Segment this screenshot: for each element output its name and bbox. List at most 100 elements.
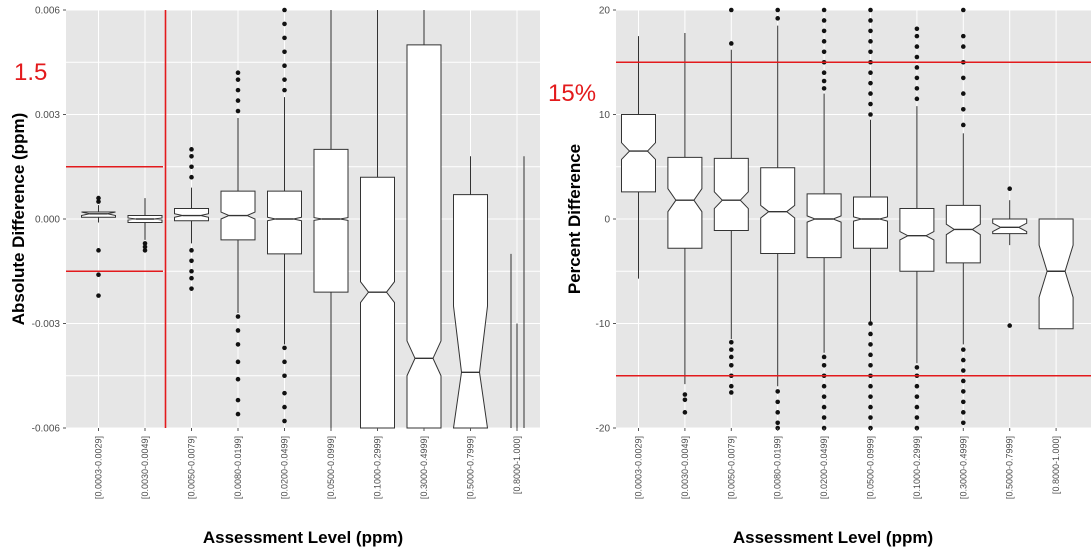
outlier-point [821,78,827,84]
outlier-point [914,86,920,91]
outlier-point [282,77,287,82]
box-7 [899,26,935,431]
outlier-point [914,75,920,81]
outlier-point [961,7,966,13]
x-category-label: [0.0080-0.0199] [773,436,783,499]
notched-box [806,193,842,259]
x-category-label: [0.8000-1.000] [1051,436,1061,494]
outlier-point [729,7,734,13]
x-category-label: [0.0050-0.0079] [726,436,736,499]
outlier-point [868,331,873,337]
outlier-point [961,44,966,49]
outlier-point [282,49,287,55]
y-tick-label: 10 [599,110,611,121]
outlier-point [282,345,287,351]
outlier-point [235,98,241,103]
x-category-label: [0.0200-0.0499] [819,436,829,499]
outlier-point [961,420,966,426]
box-1 [621,36,656,279]
y-axis-title: Absolute Difference (ppm) [9,113,28,326]
x-axis-title: Assessment Level (ppm) [203,528,403,547]
outlier-point [821,354,827,360]
notched-box [313,148,349,293]
box-4 [760,7,796,431]
outlier-point [821,363,827,368]
outlier-point [189,275,194,281]
outlier-point [282,418,287,424]
outlier-point [868,404,873,410]
outlier-point [914,365,920,370]
box-3 [713,7,749,395]
outlier-point [235,397,241,403]
x-category-label: [0.5000-0.7999] [1005,436,1015,499]
outlier-point [821,28,827,34]
outlier-point [961,106,966,112]
notched-box [621,114,656,193]
outlier-point [775,7,780,13]
outlier-point [142,244,148,250]
outlier-point [189,258,194,264]
outlier-point [961,399,966,405]
percent-difference-panel: -20 -10 0 10 20 [0.0003-0.0029] [0.0030-0.0049… [548,6,1091,547]
outlier-point [682,410,688,415]
outlier-point [868,383,873,389]
outlier-point [142,241,148,246]
outlier-point [775,420,780,426]
outlier-point [914,65,920,70]
outlier-point [775,399,780,405]
notched-box [713,157,749,231]
x-category-label: [0.0050-0.0079] [187,436,197,499]
box-8 [945,7,981,426]
outlier-point [189,268,194,274]
notched-box [992,218,1028,235]
box-6 [313,10,349,428]
outlier-point [1007,186,1012,191]
outlier-point [235,328,241,333]
outlier-point [189,286,194,291]
box-7 [360,10,395,429]
outlier-point [96,248,101,253]
x-category-label: [0.3000-0.4999] [419,436,429,499]
notched-box [452,194,489,429]
outlier-point [961,368,966,373]
outlier-point [729,347,734,352]
outlier-point [235,87,241,93]
outlier-point [729,354,734,360]
outlier-point [282,390,287,396]
box-9 [992,186,1028,328]
outlier-point [96,293,101,298]
outlier-point [868,342,873,347]
x-category-label: [0.0500-0.0999] [326,436,336,499]
x-category-label: [0.5000-0.7999] [466,436,476,499]
y-tick-label: -20 [596,424,611,435]
outlier-point [282,21,287,27]
outlier-point [282,63,287,69]
outlier-point [961,347,966,352]
outlier-point [868,363,873,368]
outlier-point [1007,323,1012,328]
outlier-point [821,7,827,13]
outlier-point [914,26,920,32]
outlier-point [868,18,873,23]
outlier-point [914,44,920,49]
outlier-point [961,91,966,96]
outlier-point [775,16,780,21]
outlier-point [914,96,920,102]
outlier-point [729,390,734,395]
outlier-point [775,410,780,415]
outlier-point [914,394,920,399]
outlier-point [189,147,194,152]
outlier-point [189,154,194,159]
outlier-point [821,49,827,55]
outlier-point [961,389,966,394]
box-5 [267,7,302,424]
box-2 [667,32,703,415]
outlier-point [821,415,827,420]
notched-box [360,176,395,429]
outlier-point [729,340,734,345]
outlier-point [235,70,241,75]
notched-box [945,204,981,264]
outlier-point [961,75,966,81]
y-tick-label: 0.003 [35,110,60,121]
